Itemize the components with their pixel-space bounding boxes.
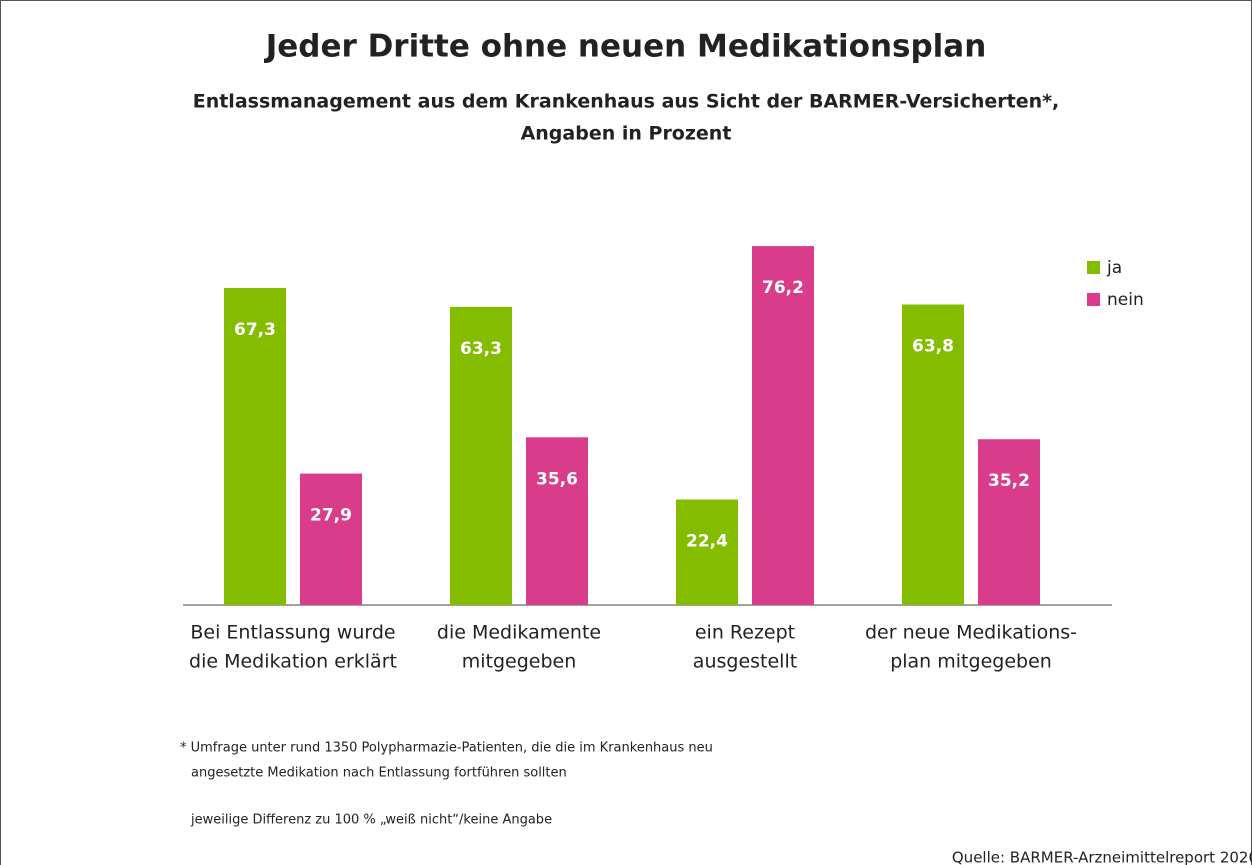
x-tick-label: Bei Entlassung wurde xyxy=(190,622,395,644)
source: Quelle: BARMER-Arzneimittelreport 2020 xyxy=(952,849,1252,865)
x-tick-label: der neue Medikations- xyxy=(865,622,1077,644)
bar xyxy=(300,473,362,605)
value-label: 35,6 xyxy=(536,469,578,489)
value-label: 67,3 xyxy=(234,320,276,340)
bar xyxy=(676,499,738,605)
value-label: 63,3 xyxy=(460,339,502,359)
value-label: 22,4 xyxy=(686,531,728,551)
footnote: angesetzte Medikation nach Entlassung fo… xyxy=(191,766,567,781)
value-label: 35,2 xyxy=(988,471,1030,491)
x-tick-label: die Medikation erklärt xyxy=(189,651,397,673)
legend-swatch xyxy=(1087,261,1100,274)
x-tick-label: ein Rezept xyxy=(695,622,795,644)
bar xyxy=(526,437,588,605)
bar xyxy=(902,304,964,605)
legend-label: nein xyxy=(1107,290,1144,310)
footnote: * Umfrage unter rund 1350 Polypharmazie-… xyxy=(180,741,713,756)
bar xyxy=(450,306,512,605)
footnote: jeweilige Differenz zu 100 % „weiß nicht… xyxy=(190,813,552,828)
value-label: 63,8 xyxy=(912,337,954,357)
x-tick-label: mitgegeben xyxy=(462,651,577,673)
legend-label: ja xyxy=(1106,258,1122,278)
subtitle: Angaben in Prozent xyxy=(521,123,732,145)
legend-swatch xyxy=(1087,293,1100,306)
chart-title: Jeder Dritte ohne neuen Medikationsplan xyxy=(264,29,987,65)
value-label: 76,2 xyxy=(762,278,804,298)
x-tick-label: ausgestellt xyxy=(693,651,797,673)
subtitle: Entlassmanagement aus dem Krankenhaus au… xyxy=(193,91,1060,113)
bar xyxy=(752,246,814,605)
value-label: 27,9 xyxy=(310,506,352,526)
bar xyxy=(224,288,286,605)
x-tick-label: plan mitgegeben xyxy=(890,651,1052,673)
bar xyxy=(978,439,1040,605)
x-tick-label: die Medikamente xyxy=(437,622,601,644)
